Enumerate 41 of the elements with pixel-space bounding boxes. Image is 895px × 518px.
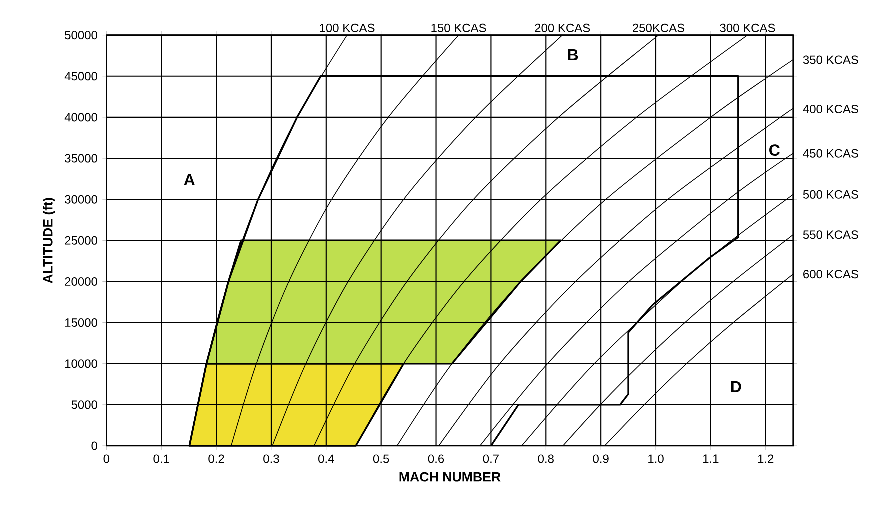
- series-label: 400 KCAS: [803, 104, 858, 114]
- x-tick-label: 0.2: [208, 454, 224, 464]
- y-tick-label: 45000: [64, 72, 98, 81]
- series-label: 450 KCAS: [803, 149, 858, 158]
- annotation: D: [732, 381, 742, 392]
- x-tick-label: 0.3: [264, 454, 280, 464]
- x-tick-label: 1.0: [648, 454, 664, 464]
- x-tick-label: 0.6: [428, 454, 444, 464]
- x-tick-label: 1.1: [704, 454, 719, 463]
- y-tick-label: 5000: [72, 400, 98, 410]
- series-label: 500 KCAS: [803, 190, 858, 199]
- annotation: B: [568, 50, 578, 61]
- y-tick-label: 50000: [65, 31, 98, 40]
- series-label: 100 KCAS: [320, 24, 375, 32]
- x-tick-label: 0.8: [538, 454, 554, 464]
- x-axis-title: MACH NUMBER: [400, 472, 501, 482]
- y-tick-label: 35000: [65, 154, 98, 163]
- series-label: 350 KCAS: [803, 56, 858, 64]
- x-tick-label: 0.1: [154, 454, 170, 464]
- x-tick-label: 0.9: [593, 454, 609, 464]
- series-label: 550 KCAS: [803, 230, 858, 240]
- x-tick-label: 0.5: [373, 454, 390, 464]
- series-label: 200 KCAS: [535, 24, 590, 32]
- y-axis-title: ALTITUDE (ft): [43, 198, 56, 284]
- series-label: 300 KCAS: [720, 24, 776, 32]
- x-tick-label: 1.2: [758, 454, 774, 464]
- x-tick-label: 0.7: [483, 454, 499, 464]
- annotation: C: [770, 144, 780, 156]
- x-tick-label: 0.4: [318, 454, 334, 464]
- y-tick-label: 15000: [66, 318, 98, 328]
- series-label: 150 KCAS: [432, 24, 486, 32]
- y-tick-label: 40000: [64, 113, 98, 122]
- y-tick-label: 0: [92, 442, 98, 450]
- annotation: A: [184, 174, 195, 186]
- y-tick-label: 20000: [65, 277, 98, 286]
- y-tick-label: 25000: [65, 236, 98, 245]
- series-label: 250KCAS: [633, 24, 685, 32]
- y-tick-label: 30000: [65, 195, 98, 204]
- x-tick-label: 0: [104, 454, 110, 464]
- y-tick-label: 10000: [66, 360, 98, 368]
- series-label: 600 KCAS: [804, 270, 858, 279]
